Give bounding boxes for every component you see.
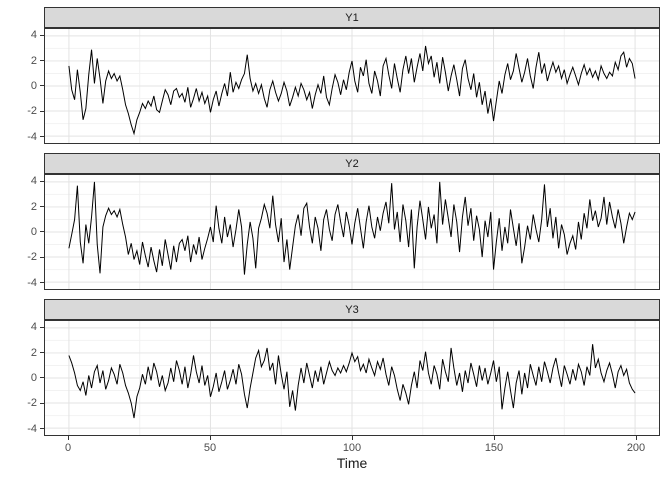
y-tick-label: 2 [30, 54, 37, 67]
facet-label-y1: Y1 [345, 11, 359, 24]
y2-line-chart [45, 175, 659, 289]
y-tick-label: 0 [30, 79, 37, 92]
x-tick-label: 200 [626, 442, 646, 454]
series-line-y3 [68, 344, 636, 419]
y-tick-mark [40, 60, 44, 61]
y-tick-label: 0 [30, 371, 37, 384]
y-tick-label: 4 [30, 321, 37, 333]
y1-line-chart [45, 29, 659, 143]
y-tick-label: -2 [27, 397, 37, 410]
y-tick-label: -4 [27, 130, 37, 143]
y-tick-mark [40, 110, 44, 112]
x-tick-label: 100 [342, 442, 362, 454]
x-tick-mark [209, 436, 211, 440]
y-axis-panel3: 4 2 0 -2 -4 [0, 320, 44, 436]
y-tick-mark [40, 256, 44, 258]
x-tick-label: 0 [64, 442, 72, 454]
x-tick-label: 50 [203, 442, 217, 454]
y-tick-label: 2 [30, 346, 37, 359]
y-tick-mark [40, 377, 44, 379]
x-axis-title: Time [336, 455, 368, 471]
y-axis-panel2: 4 2 0 -2 -4 [0, 174, 44, 290]
x-tick-label: 150 [484, 442, 504, 454]
facet-strip-y3: Y3 [44, 299, 660, 320]
y-tick-mark [40, 136, 44, 138]
y-tick-mark [40, 428, 44, 430]
y-tick-mark [40, 206, 44, 207]
y-tick-label: -4 [27, 422, 37, 435]
x-axis: 0 50 100 150 200 [44, 436, 660, 458]
y-tick-label: 4 [30, 175, 37, 187]
y-tick-label: 4 [30, 29, 37, 41]
facet-panel-y2 [44, 174, 660, 290]
facet-strip-y1: Y1 [44, 7, 660, 28]
y-tick-mark [40, 231, 44, 233]
y-tick-mark [40, 352, 44, 353]
y-tick-mark [40, 326, 44, 328]
y-tick-label: 2 [30, 200, 37, 213]
facet-strip-y2: Y2 [44, 153, 660, 174]
y-tick-mark [40, 85, 44, 87]
y-tick-label: -4 [27, 276, 37, 289]
x-tick-mark [635, 436, 637, 440]
y-tick-mark [40, 402, 44, 404]
facet-panel-y3 [44, 320, 660, 436]
x-tick-mark [351, 436, 353, 440]
facet-panel-y1 [44, 28, 660, 144]
facet-label-y3: Y3 [345, 303, 359, 316]
series-line-y2 [68, 181, 636, 275]
series-line-y1 [68, 45, 636, 136]
y-tick-label: 0 [30, 225, 37, 238]
y-axis-panel1: 4 2 0 -2 -4 [0, 28, 44, 144]
y-tick-mark [40, 34, 44, 36]
y3-line-chart [45, 321, 659, 435]
y-tick-label: -2 [27, 251, 37, 264]
y-tick-label: -2 [27, 105, 37, 118]
y-tick-mark [40, 180, 44, 182]
y-tick-mark [40, 282, 44, 284]
x-tick-mark [67, 436, 69, 440]
facet-label-y2: Y2 [345, 157, 359, 170]
x-tick-mark [493, 436, 495, 440]
